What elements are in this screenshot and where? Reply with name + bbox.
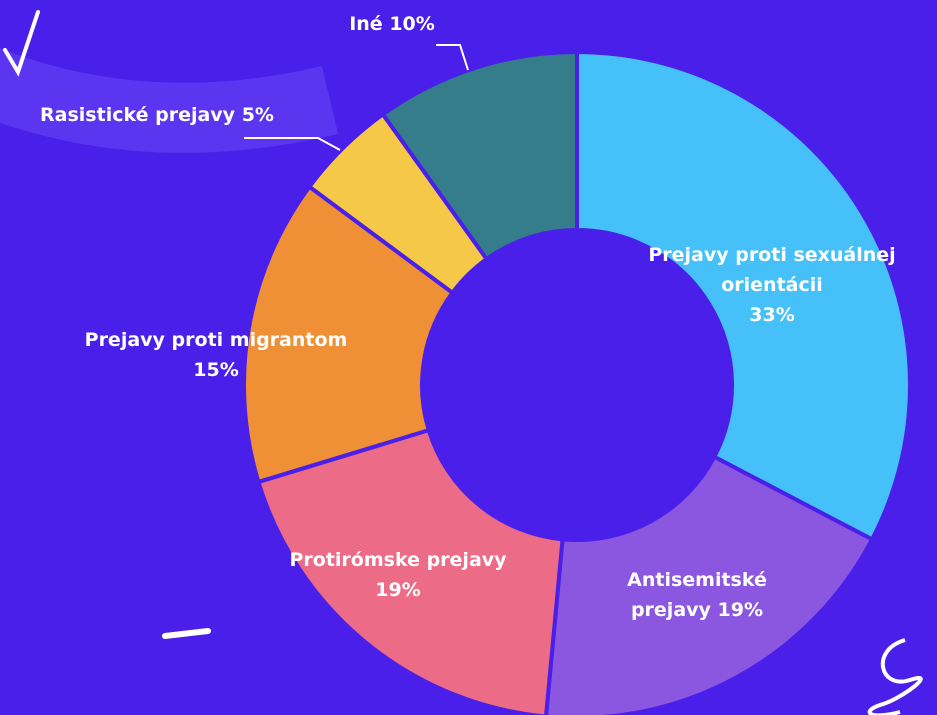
slice-value: 19%: [718, 599, 763, 621]
decor-squiggle: [870, 640, 921, 715]
page: Prejavy proti sexuálnej orientácii 33% An…: [0, 0, 937, 715]
slice-label: Protirómske prejavy 19%: [238, 545, 558, 605]
slice-label: Prejavy proti migrantom 15%: [36, 325, 396, 385]
slice-label: Prejavy proti sexuálnej orientácii 33%: [607, 240, 937, 330]
slice-value: 10%: [389, 13, 434, 35]
decor-dash: [165, 631, 208, 636]
slice-name: Protirómske prejavy: [289, 549, 506, 571]
slice-label: Rasistické prejavy 5%: [0, 100, 317, 130]
leader-line: [436, 45, 468, 70]
slice-name: Prejavy proti migrantom: [85, 329, 348, 351]
slice-value: 5%: [242, 104, 274, 126]
slice-value: 33%: [607, 300, 937, 330]
slice-label: Iné 10%: [312, 9, 472, 39]
slice-value: 19%: [238, 575, 558, 605]
slice-value: 15%: [36, 355, 396, 385]
slice-name: Iné: [349, 13, 382, 35]
slice-name: Prejavy proti sexuálnej orientácii: [648, 244, 895, 296]
slice-name: Rasistické prejavy: [40, 104, 235, 126]
slice-label: Antisemitské prejavy 19%: [597, 565, 797, 625]
